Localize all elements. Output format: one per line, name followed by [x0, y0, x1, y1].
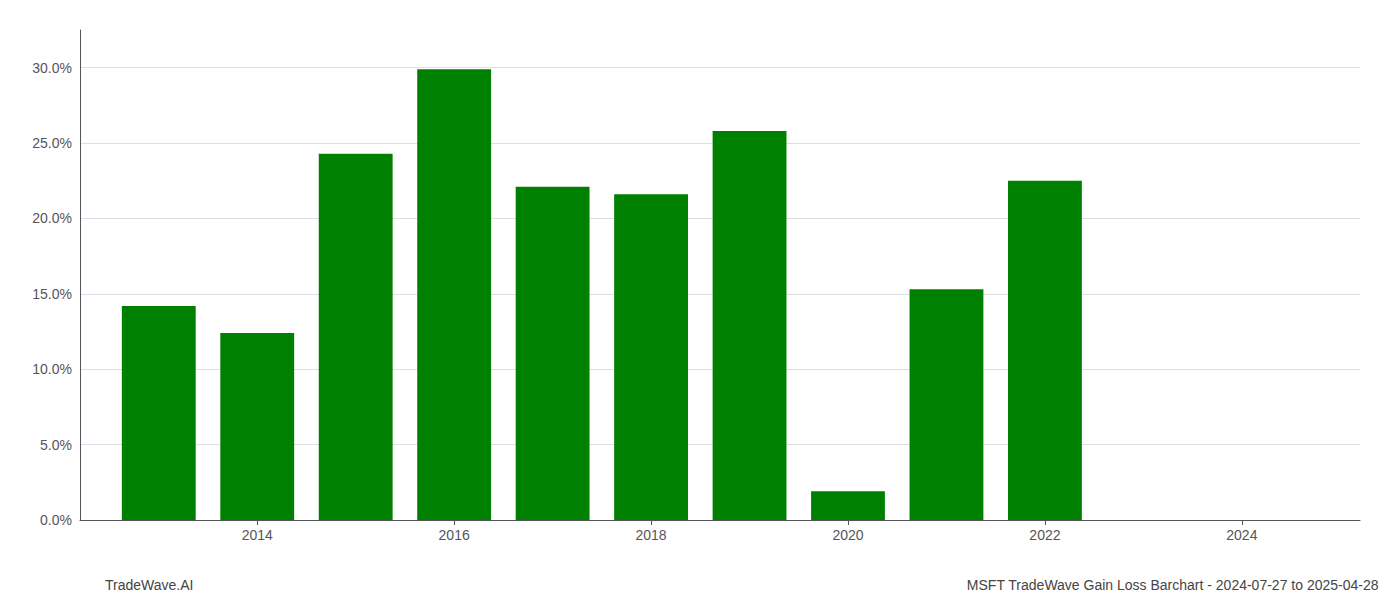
svg-text:2024: 2024	[1226, 527, 1257, 543]
svg-text:0.0%: 0.0%	[40, 512, 72, 528]
svg-text:2018: 2018	[635, 527, 666, 543]
svg-text:5.0%: 5.0%	[40, 437, 72, 453]
svg-text:TradeWave.AI: TradeWave.AI	[105, 577, 193, 593]
svg-text:2022: 2022	[1029, 527, 1060, 543]
svg-text:2020: 2020	[832, 527, 863, 543]
svg-text:MSFT TradeWave Gain Loss Barch: MSFT TradeWave Gain Loss Barchart - 2024…	[967, 577, 1379, 593]
svg-text:15.0%: 15.0%	[32, 286, 72, 302]
svg-text:2014: 2014	[242, 527, 273, 543]
svg-text:30.0%: 30.0%	[32, 60, 72, 76]
svg-text:2016: 2016	[439, 527, 470, 543]
svg-text:20.0%: 20.0%	[32, 210, 72, 226]
svg-text:10.0%: 10.0%	[32, 361, 72, 377]
svg-text:25.0%: 25.0%	[32, 135, 72, 151]
